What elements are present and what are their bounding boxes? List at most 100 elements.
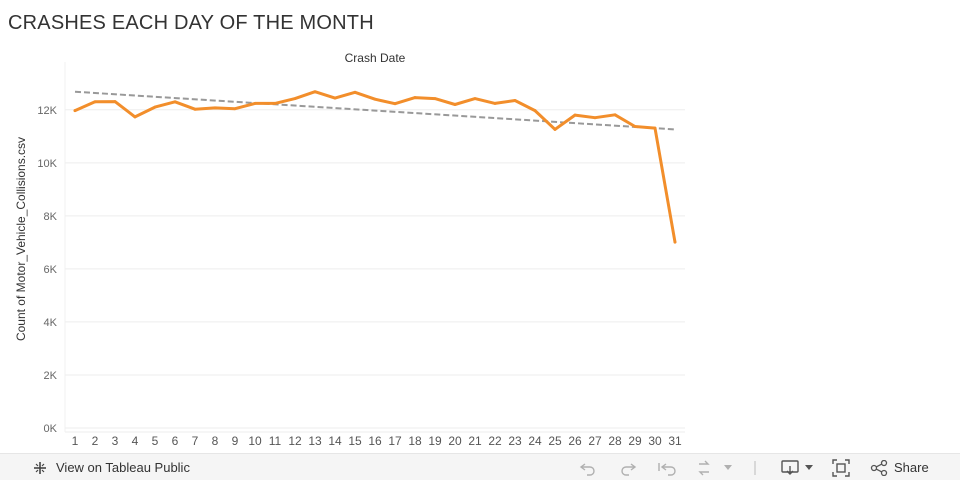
download-button[interactable] bbox=[781, 454, 813, 481]
data-point[interactable] bbox=[273, 102, 277, 105]
y-tick-label: 6K bbox=[44, 264, 58, 276]
series-line bbox=[73, 90, 677, 244]
data-point[interactable] bbox=[353, 90, 357, 94]
x-tick-label: 22 bbox=[488, 434, 502, 448]
x-tick-label: 20 bbox=[448, 434, 462, 448]
x-tick-label: 6 bbox=[172, 434, 179, 448]
y-tick-label: 12K bbox=[37, 105, 57, 117]
data-point[interactable] bbox=[93, 100, 97, 104]
x-tick-label: 18 bbox=[408, 434, 422, 448]
data-point[interactable] bbox=[533, 109, 537, 112]
x-tick-label: 19 bbox=[428, 434, 442, 448]
gridlines bbox=[64, 62, 685, 433]
data-point[interactable] bbox=[173, 100, 177, 104]
y-tick-label: 4K bbox=[44, 317, 58, 329]
x-tick-label: 11 bbox=[269, 434, 282, 448]
data-point[interactable] bbox=[313, 90, 317, 94]
data-point[interactable] bbox=[393, 102, 397, 106]
x-tick-label: 5 bbox=[152, 434, 159, 448]
toolbar-divider bbox=[754, 454, 756, 481]
x-tick-label: 31 bbox=[668, 434, 682, 448]
data-point[interactable] bbox=[213, 106, 217, 110]
x-tick-label: 27 bbox=[588, 434, 602, 448]
data-point[interactable] bbox=[593, 116, 597, 120]
x-tick-label: 17 bbox=[388, 434, 402, 448]
data-point[interactable] bbox=[613, 113, 617, 117]
share-icon bbox=[870, 459, 888, 476]
revert-icon bbox=[656, 460, 678, 476]
x-tick-label: 8 bbox=[212, 434, 219, 448]
data-point[interactable] bbox=[333, 96, 337, 100]
data-point[interactable] bbox=[633, 125, 637, 128]
x-axis-ticks: 1 2 3 4 5 6 7 8 9 10 11 12 13 14 15 16 17 18 19 20 21 22 23 24 2… bbox=[72, 434, 682, 448]
data-point[interactable] bbox=[673, 240, 677, 244]
data-point[interactable] bbox=[453, 103, 457, 106]
data-point[interactable] bbox=[553, 128, 557, 131]
x-tick-label: 9 bbox=[232, 434, 239, 448]
line-chart: Crash Date Count of Motor_Vehicle_Collis… bbox=[14, 51, 685, 448]
chevron-down-icon bbox=[724, 464, 732, 471]
x-tick-label: 25 bbox=[548, 434, 562, 448]
x-tick-label: 7 bbox=[192, 434, 199, 448]
undo-icon bbox=[578, 460, 598, 476]
data-point[interactable] bbox=[253, 102, 257, 105]
data-point[interactable] bbox=[373, 97, 377, 101]
undo-button[interactable] bbox=[578, 454, 598, 481]
dashboard-title: CRASHES EACH DAY OF THE MONTH bbox=[8, 12, 374, 34]
x-tick-label: 3 bbox=[112, 434, 119, 448]
y-axis-label: Count of Motor_Vehicle_Collisions.csv bbox=[14, 137, 28, 341]
trend-line-layer bbox=[74, 90, 676, 131]
data-point[interactable] bbox=[513, 99, 517, 102]
refresh-icon bbox=[694, 460, 714, 476]
data-point[interactable] bbox=[193, 107, 197, 111]
data-point[interactable] bbox=[653, 126, 657, 130]
x-tick-label: 30 bbox=[648, 434, 662, 448]
x-tick-label: 28 bbox=[608, 434, 622, 448]
x-tick-label: 12 bbox=[288, 434, 302, 448]
y-tick-label: 2K bbox=[44, 370, 58, 382]
x-tick-label: 16 bbox=[368, 434, 382, 448]
refresh-button[interactable] bbox=[694, 454, 732, 481]
fullscreen-button[interactable] bbox=[832, 454, 850, 481]
x-tick-label: 2 bbox=[92, 434, 99, 448]
data-point[interactable] bbox=[73, 109, 77, 112]
fullscreen-icon bbox=[832, 458, 850, 477]
chevron-down-icon bbox=[805, 464, 813, 471]
x-tick-label: 4 bbox=[132, 434, 139, 448]
share-button[interactable]: Share bbox=[870, 454, 929, 481]
x-tick-label: 24 bbox=[528, 434, 542, 448]
x-tick-label: 15 bbox=[348, 434, 362, 448]
view-on-tableau-public-link[interactable]: View on Tableau Public bbox=[32, 454, 190, 481]
tableau-toolbar: View on Tableau Public bbox=[0, 453, 960, 480]
data-point[interactable] bbox=[293, 97, 297, 101]
share-label: Share bbox=[894, 460, 929, 475]
data-point[interactable] bbox=[133, 115, 137, 119]
x-tick-label: 23 bbox=[508, 434, 522, 448]
redo-icon bbox=[618, 460, 638, 476]
y-axis-ticks: 0K 2K 4K 6K 8K 10K 12K bbox=[37, 105, 57, 435]
data-point[interactable] bbox=[473, 97, 477, 101]
y-tick-label: 10K bbox=[37, 158, 57, 170]
data-point[interactable] bbox=[413, 96, 417, 99]
data-point[interactable] bbox=[153, 105, 157, 109]
y-tick-label: 0K bbox=[44, 423, 58, 435]
y-tick-label: 8K bbox=[44, 211, 58, 223]
x-tick-label: 21 bbox=[468, 434, 482, 448]
tableau-logo-icon bbox=[32, 460, 48, 476]
redo-button[interactable] bbox=[618, 454, 638, 481]
data-point[interactable] bbox=[113, 100, 117, 103]
x-tick-label: 26 bbox=[568, 434, 582, 448]
data-point[interactable] bbox=[433, 97, 437, 101]
data-point[interactable] bbox=[233, 107, 237, 111]
series-layer bbox=[73, 90, 677, 244]
data-point[interactable] bbox=[573, 113, 577, 117]
x-tick-label: 14 bbox=[328, 434, 342, 448]
view-on-tableau-public-label: View on Tableau Public bbox=[56, 460, 190, 475]
data-point[interactable] bbox=[493, 102, 497, 105]
x-tick-label: 29 bbox=[628, 434, 642, 448]
revert-button[interactable] bbox=[656, 454, 678, 481]
trend-line bbox=[74, 90, 676, 131]
chart-title: Crash Date bbox=[345, 51, 406, 65]
download-icon bbox=[781, 459, 799, 476]
x-tick-label: 1 bbox=[72, 434, 79, 448]
